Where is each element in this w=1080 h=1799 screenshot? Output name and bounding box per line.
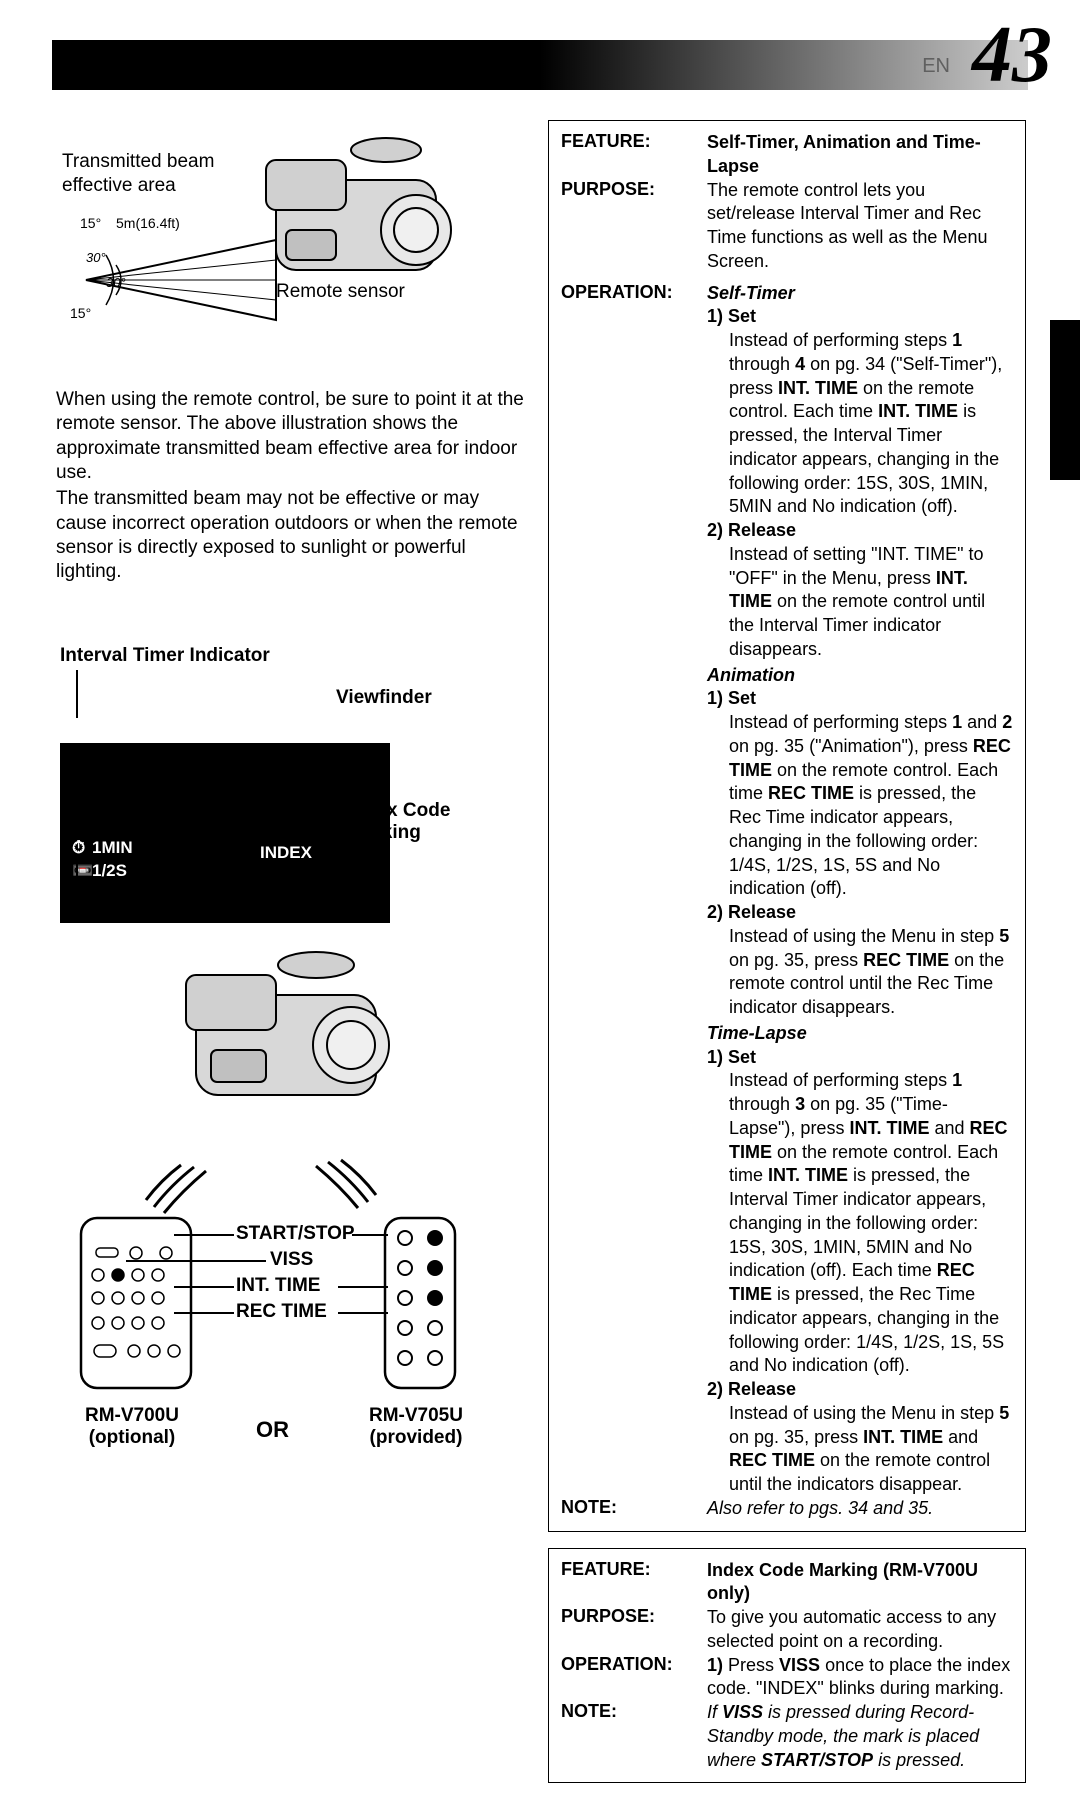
rmv700u-label: RM-V700U(optional) [72, 1405, 192, 1451]
operation-label: OPERATION: [561, 282, 707, 1497]
st-release-label: 2) Release [707, 519, 1013, 543]
rec-time-label: Rec Time Indicator [60, 889, 230, 911]
box1-note-row: NOTE: Also refer to pgs. 34 and 35. [561, 1497, 1013, 1521]
camcorder-icon-2 [156, 925, 436, 1125]
callout-line-it-l [174, 1286, 234, 1288]
tl-release-label: 2) Release [707, 1378, 1013, 1402]
angle-15-bottom: 15° [70, 305, 91, 321]
callout-line-3 [76, 855, 78, 885]
callout-line-rt-r [338, 1312, 388, 1314]
remote-diagram: START/STOP VISS INT. TIME REC TIME RM-V7… [56, 925, 526, 1455]
callout-line-viss-l [126, 1260, 266, 1262]
feature-text: Self-Timer, Animation and Time-Lapse [707, 131, 1013, 179]
box2-feature-row: FEATURE: Index Code Marking (RM-V700U on… [561, 1559, 1013, 1607]
startstop-label: START/STOP [236, 1223, 355, 1245]
remote-sensor-label: Remote sensor [276, 280, 405, 304]
note-text-2: If VISS is pressed during Record-Standby… [707, 1701, 1013, 1772]
purpose-text: The remote control lets you set/release … [707, 179, 1013, 274]
vf-12s: 1/2S [92, 861, 127, 881]
note-label: NOTE: [561, 1497, 707, 1521]
remote-rmv705u-icon [380, 1213, 460, 1393]
angle-30-b: 30° [106, 275, 126, 290]
tl-set-label: 1) Set [707, 1046, 1013, 1070]
remote-rmv700u-icon [76, 1213, 196, 1393]
rmv705u-label: RM-V705U(provided) [356, 1405, 476, 1451]
operation-label-2: OPERATION: [561, 1654, 707, 1702]
anim-set-text: Instead of performing steps 1 and 2 on p… [707, 711, 1013, 901]
left-column: Transmitted beam effective area 15° 5m(1… [56, 120, 526, 1455]
callout-line-ss-l [174, 1234, 234, 1236]
callout-line-rt-l [174, 1312, 234, 1314]
feature-text-2: Index Code Marking (RM-V700U only) [707, 1559, 1013, 1607]
beam-cone-icon [56, 220, 306, 350]
anim-release-label: 2) Release [707, 901, 1013, 925]
box2-note-row: NOTE: If VISS is pressed during Record-S… [561, 1701, 1013, 1772]
box2-purpose-row: PURPOSE: To give you automatic access to… [561, 1606, 1013, 1654]
viewfinder-section: Interval Timer Indicator Viewfinder ⏱ 1M… [56, 645, 526, 905]
viewfinder-label: Viewfinder [336, 687, 432, 709]
rectime-label: REC TIME [236, 1301, 327, 1323]
box2-operation-row: OPERATION: 1) Press VISS once to place t… [561, 1654, 1013, 1702]
vf-index: INDEX [260, 843, 312, 863]
angle-30-a: 30° [86, 250, 106, 265]
box1-feature-row: FEATURE: Self-Timer, Animation and Time-… [561, 131, 1013, 179]
box1-purpose-row: PURPOSE: The remote control lets you set… [561, 179, 1013, 274]
header-bar [52, 40, 1028, 90]
interval-timer-label: Interval Timer Indicator [60, 645, 270, 667]
note-text: Also refer to pgs. 34 and 35. [707, 1497, 1013, 1521]
angle-15-top: 15° [80, 215, 101, 231]
feature-label-2: FEATURE: [561, 1559, 707, 1607]
st-release-text: Instead of setting "INT. TIME" to "OFF" … [707, 543, 1013, 662]
side-tab [1050, 320, 1080, 480]
note-label-2: NOTE: [561, 1701, 707, 1772]
tl-set-text: Instead of performing steps 1 through 3 … [707, 1069, 1013, 1378]
purpose-label-2: PURPOSE: [561, 1606, 707, 1654]
or-label: OR [256, 1417, 289, 1443]
right-column: FEATURE: Self-Timer, Animation and Time-… [548, 120, 1026, 1799]
animation-heading: Animation [707, 664, 1013, 688]
st-set-label: 1) Set [707, 305, 1013, 329]
main-para-2: The transmitted beam may not be effectiv… [56, 487, 526, 584]
feature-box-2: FEATURE: Index Code Marking (RM-V700U on… [548, 1548, 1026, 1784]
signal-wave-right-icon [306, 1120, 386, 1210]
index-code-label: Index Code Marking [348, 800, 526, 846]
timelapse-heading: Time-Lapse [707, 1022, 1013, 1046]
anim-set-label: 1) Set [707, 687, 1013, 711]
callout-line-1 [76, 670, 78, 718]
transmitted-beam-label: Transmitted beam effective area [62, 150, 262, 199]
callout-line-ss-r [352, 1234, 388, 1236]
vf-1min: 1MIN [92, 838, 133, 858]
signal-wave-left-icon [136, 1125, 216, 1215]
inttime-label: INT. TIME [236, 1275, 320, 1297]
feature-label: FEATURE: [561, 131, 707, 179]
anim-release-text: Instead of using the Menu in step 5 on p… [707, 925, 1013, 1020]
box1-operation-row: OPERATION: Self-Timer 1) Set Instead of … [561, 282, 1013, 1497]
feature-box-1: FEATURE: Self-Timer, Animation and Time-… [548, 120, 1026, 1532]
purpose-text-2: To give you automatic access to any sele… [707, 1606, 1013, 1654]
callout-line-2 [315, 823, 345, 825]
operation-content: Self-Timer 1) Set Instead of performing … [707, 282, 1013, 1497]
purpose-label: PURPOSE: [561, 179, 707, 274]
beam-diagram: Transmitted beam effective area 15° 5m(1… [56, 120, 526, 380]
viss-label: VISS [270, 1249, 313, 1271]
op-text-2: 1) Press VISS once to place the index co… [707, 1654, 1013, 1702]
selftimer-heading: Self-Timer [707, 282, 1013, 306]
lang-label: EN [922, 55, 950, 78]
callout-line-it-r [338, 1286, 388, 1288]
tl-release-text: Instead of using the Menu in step 5 on p… [707, 1402, 1013, 1497]
main-para-1: When using the remote control, be sure t… [56, 388, 526, 485]
page-number: 43 [972, 10, 1052, 101]
beam-distance: 5m(16.4ft) [116, 215, 180, 231]
st-set-text: Instead of performing steps 1 through 4 … [707, 329, 1013, 519]
